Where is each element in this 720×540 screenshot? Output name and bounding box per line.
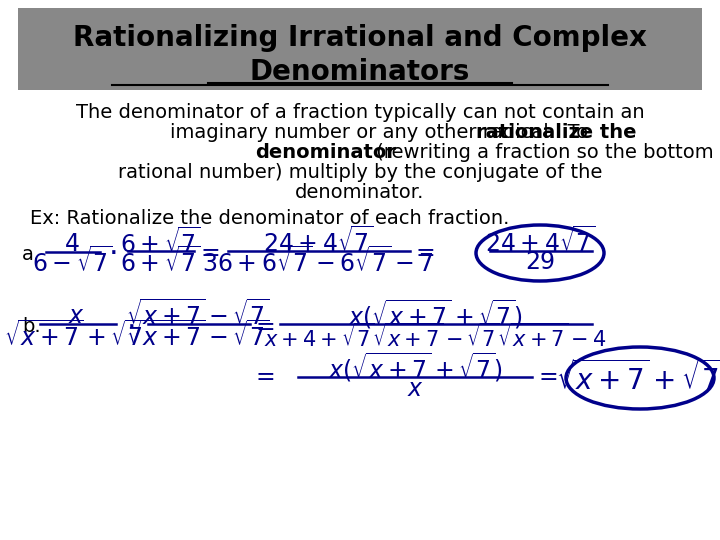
Text: The denominator of a fraction typically can not contain an: The denominator of a fraction typically … [76,103,644,122]
Text: =: = [255,365,275,389]
Text: $\sqrt{x+7}+\sqrt{7}$: $\sqrt{x+7}+\sqrt{7}$ [556,360,720,396]
Text: $\cdot$: $\cdot$ [126,313,134,341]
Text: $x$: $x$ [68,304,84,328]
Text: =: = [415,241,435,265]
Text: $24+4\sqrt{7}$: $24+4\sqrt{7}$ [263,227,374,257]
Text: Ex: Rationalize the denominator of each fraction.: Ex: Rationalize the denominator of each … [30,208,509,227]
FancyBboxPatch shape [18,8,702,90]
Text: denominator: denominator [255,143,396,161]
Text: $24+4\sqrt{7}$: $24+4\sqrt{7}$ [485,227,595,257]
Text: 4: 4 [65,232,79,256]
Text: $x$: $x$ [407,377,423,401]
Text: a.: a. [22,246,40,265]
Text: denominator.: denominator. [295,183,425,201]
Text: imaginary number or any other radical.  To: imaginary number or any other radical. T… [170,123,595,141]
Text: rational number) multiply by the conjugate of the: rational number) multiply by the conjuga… [118,163,602,181]
Text: $6-\sqrt{7}$: $6-\sqrt{7}$ [32,247,112,277]
Text: Denominators: Denominators [250,58,470,86]
Text: $\sqrt{x+7}-\sqrt{7}$: $\sqrt{x+7}-\sqrt{7}$ [126,321,270,351]
Text: $x+4+\sqrt{7}\sqrt{x+7}-\sqrt{7}\sqrt{x+7}-4$: $x+4+\sqrt{7}\sqrt{x+7}-\sqrt{7}\sqrt{x+… [264,323,606,351]
Text: $\cdot$: $\cdot$ [108,239,116,267]
Text: $\sqrt{x+7}-\sqrt{7}$: $\sqrt{x+7}-\sqrt{7}$ [126,300,270,330]
Text: $6+\sqrt{7}$: $6+\sqrt{7}$ [120,247,200,277]
Text: Rationalizing Irrational and Complex: Rationalizing Irrational and Complex [73,24,647,52]
Text: =: = [200,241,220,265]
Text: $\sqrt{x+7}+\sqrt{7}$: $\sqrt{x+7}+\sqrt{7}$ [4,321,148,351]
Text: =: = [538,365,558,389]
Text: b.: b. [22,318,40,336]
Text: $x(\sqrt{x+7}+\sqrt{7})$: $x(\sqrt{x+7}+\sqrt{7})$ [348,298,522,330]
Text: rationalize the: rationalize the [476,123,636,141]
Text: 29: 29 [525,250,555,274]
Text: $x(\sqrt{x+7}+\sqrt{7})$: $x(\sqrt{x+7}+\sqrt{7})$ [328,350,502,384]
Text: $6+\sqrt{7}$: $6+\sqrt{7}$ [120,228,200,258]
Text: =: = [255,315,275,339]
Text: $36+6\sqrt{7}-6\sqrt{7}-7$: $36+6\sqrt{7}-6\sqrt{7}-7$ [202,247,433,277]
Text: (rewriting a fraction so the bottom is a: (rewriting a fraction so the bottom is a [370,143,720,161]
